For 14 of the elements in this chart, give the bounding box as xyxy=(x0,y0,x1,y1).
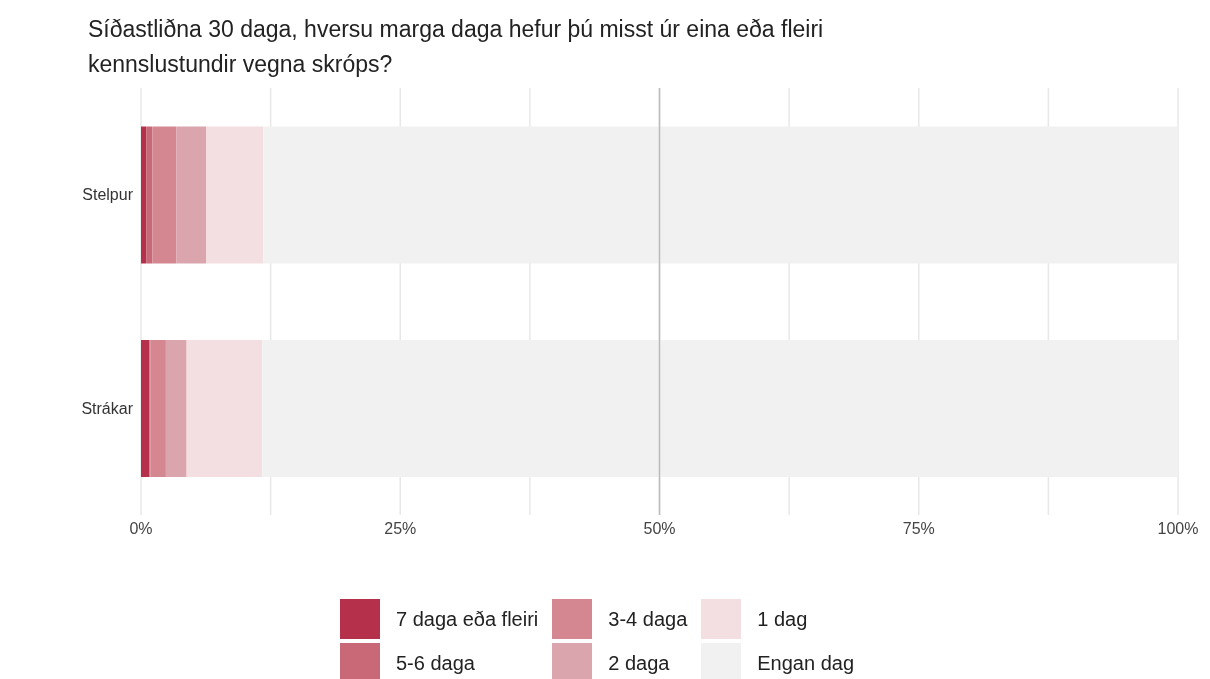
x-tick-label: 50% xyxy=(643,520,676,538)
legend-label: 3-4 daga xyxy=(608,607,688,631)
legend-label: 7 daga eða fleiri xyxy=(395,607,539,631)
y-tick-label: Stelpur xyxy=(82,186,134,204)
x-tick-label: 25% xyxy=(384,520,417,538)
y-tick-label: Strákar xyxy=(81,399,134,417)
legend-label: 5-6 daga xyxy=(395,651,475,675)
x-tick-label: 100% xyxy=(1157,520,1199,538)
chart-title: Síðastliðna 30 daga, hversu marga daga hefur þú misst úr eina eða fleiri kennslustundir vegna skróps? xyxy=(88,15,825,79)
x-tick-label: 75% xyxy=(902,520,935,538)
legend-label: Engan dag xyxy=(757,651,855,675)
legend-label: 1 dag xyxy=(757,607,808,631)
legend-label: 2 daga xyxy=(608,651,670,675)
x-tick-label: 0% xyxy=(129,520,153,538)
